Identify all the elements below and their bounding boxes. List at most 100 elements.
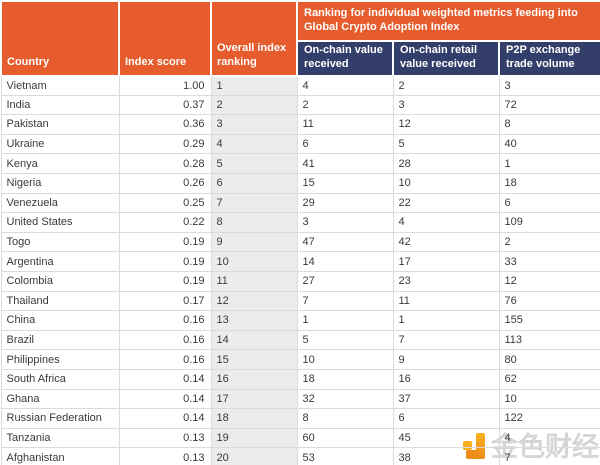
on-chain-retail-cell: 12 (392, 114, 500, 135)
col-header-index-score: Index score (118, 0, 212, 77)
overall-ranking-cell: 15 (210, 349, 298, 370)
on-chain-retail-cell: 7 (392, 329, 500, 351)
table-row: Kenya 0.28 5 41 28 1 (0, 153, 600, 174)
index-score-cell: 0.19 (118, 251, 212, 272)
country-cell: South Africa (0, 368, 120, 390)
on-chain-value-cell: 47 (296, 231, 394, 253)
index-score-cell: 0.36 (118, 114, 212, 135)
col-header-on-chain-value-received: On-chain value received (296, 40, 394, 77)
p2p-volume-cell: 18 (498, 172, 600, 194)
on-chain-value-cell: 5 (296, 329, 394, 351)
header-row-sub: On-chain value received On-chain retail … (1, 40, 600, 77)
table-body: Vietnam 1.00 1 4 2 3 India 0.37 2 2 3 72 Pakistan 0.3… (0, 75, 600, 465)
index-score-cell: 0.37 (118, 94, 212, 116)
group-header-weighted-metrics: Ranking for individual weighted metrics … (296, 0, 600, 42)
overall-ranking-cell: 5 (210, 153, 298, 174)
overall-ranking-cell: 17 (210, 388, 298, 410)
on-chain-value-cell: 3 (296, 212, 394, 233)
p2p-volume-cell: 2 (498, 231, 600, 253)
on-chain-retail-cell: 23 (392, 270, 500, 292)
country-cell: Kenya (0, 153, 120, 174)
table-row: Vietnam 1.00 1 4 2 3 (0, 75, 600, 96)
p2p-volume-cell: 8 (498, 114, 600, 135)
country-cell: United States (0, 212, 120, 233)
on-chain-retail-cell: 4 (392, 212, 500, 233)
on-chain-retail-cell: 2 (392, 75, 500, 96)
table-row: India 0.37 2 2 3 72 (0, 94, 600, 116)
p2p-volume-cell: 62 (498, 368, 600, 390)
overall-ranking-cell: 3 (210, 114, 298, 135)
overall-ranking-cell: 11 (210, 270, 298, 292)
p2p-volume-cell: 113 (498, 329, 600, 351)
table-row: Brazil 0.16 14 5 7 113 (0, 329, 600, 351)
on-chain-retail-cell: 11 (392, 290, 500, 312)
on-chain-value-cell: 18 (296, 368, 394, 390)
p2p-volume-cell: 6 (498, 192, 600, 214)
on-chain-retail-cell: 1 (392, 310, 500, 331)
on-chain-value-cell: 8 (296, 408, 394, 429)
country-cell: Brazil (0, 329, 120, 351)
overall-ranking-cell: 18 (210, 408, 298, 429)
table-row: Nigeria 0.26 6 15 10 18 (0, 172, 600, 194)
country-cell: Philippines (0, 349, 120, 370)
table-row: Tanzania 0.13 19 60 45 4 (0, 427, 600, 449)
p2p-volume-cell: 72 (498, 94, 600, 116)
index-score-cell: 0.16 (118, 310, 212, 331)
on-chain-value-cell: 60 (296, 427, 394, 449)
country-cell: China (0, 310, 120, 331)
country-cell: Russian Federation (0, 408, 120, 429)
index-score-cell: 0.22 (118, 212, 212, 233)
on-chain-retail-cell: 10 (392, 172, 500, 194)
p2p-volume-cell: 1 (498, 153, 600, 174)
table-row: Pakistan 0.36 3 11 12 8 (0, 114, 600, 135)
overall-ranking-cell: 14 (210, 329, 298, 351)
country-cell: Tanzania (0, 427, 120, 449)
index-score-cell: 0.19 (118, 270, 212, 292)
overall-ranking-cell: 13 (210, 310, 298, 331)
overall-ranking-cell: 1 (210, 75, 298, 96)
table-row: Argentina 0.19 10 14 17 33 (0, 251, 600, 272)
on-chain-value-cell: 11 (296, 114, 394, 135)
overall-ranking-cell: 4 (210, 133, 298, 155)
p2p-volume-cell: 4 (498, 427, 600, 449)
table-row: Afghanistan 0.13 20 53 38 7 (0, 447, 600, 465)
country-cell: Colombia (0, 270, 120, 292)
index-score-cell: 1.00 (118, 75, 212, 96)
country-cell: Nigeria (0, 172, 120, 194)
col-header-overall-index-ranking: Overall index ranking (210, 0, 298, 77)
index-score-cell: 0.14 (118, 408, 212, 429)
col-header-country: Country (0, 0, 120, 77)
on-chain-retail-cell: 42 (392, 231, 500, 253)
table-header: Country Index score Overall index rankin… (0, 0, 600, 77)
index-score-cell: 0.16 (118, 349, 212, 370)
header-row-top: Country Index score Overall index rankin… (0, 0, 600, 77)
p2p-volume-cell: 33 (498, 251, 600, 272)
on-chain-retail-cell: 17 (392, 251, 500, 272)
country-cell: Thailand (0, 290, 120, 312)
index-score-cell: 0.19 (118, 231, 212, 253)
table-row: Venezuela 0.25 7 29 22 6 (0, 192, 600, 214)
index-score-cell: 0.25 (118, 192, 212, 214)
on-chain-retail-cell: 16 (392, 368, 500, 390)
on-chain-value-cell: 32 (296, 388, 394, 410)
on-chain-value-cell: 14 (296, 251, 394, 272)
country-cell: Togo (0, 231, 120, 253)
index-score-cell: 0.13 (118, 447, 212, 465)
on-chain-value-cell: 6 (296, 133, 394, 155)
overall-ranking-cell: 6 (210, 172, 298, 194)
overall-ranking-cell: 8 (210, 212, 298, 233)
on-chain-value-cell: 41 (296, 153, 394, 174)
table-row: South Africa 0.14 16 18 16 62 (0, 368, 600, 390)
p2p-volume-cell: 80 (498, 349, 600, 370)
table-row: Philippines 0.16 15 10 9 80 (0, 349, 600, 370)
on-chain-retail-cell: 22 (392, 192, 500, 214)
on-chain-retail-cell: 6 (392, 408, 500, 429)
on-chain-value-cell: 7 (296, 290, 394, 312)
on-chain-value-cell: 53 (296, 447, 394, 465)
overall-ranking-cell: 19 (210, 427, 298, 449)
on-chain-retail-cell: 5 (392, 133, 500, 155)
index-score-cell: 0.17 (118, 290, 212, 312)
on-chain-retail-cell: 45 (392, 427, 500, 449)
p2p-volume-cell: 10 (498, 388, 600, 410)
